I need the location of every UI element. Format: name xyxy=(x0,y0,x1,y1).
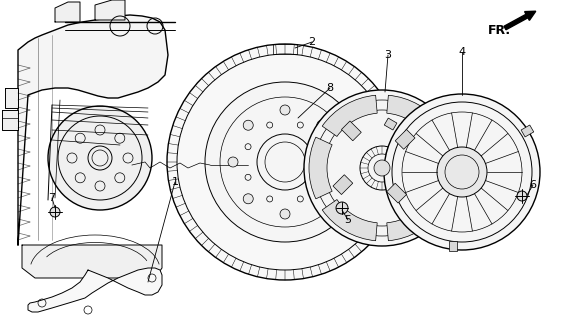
Polygon shape xyxy=(22,245,162,278)
Circle shape xyxy=(317,194,327,204)
Bar xyxy=(521,125,534,137)
Text: 6: 6 xyxy=(530,180,536,190)
Polygon shape xyxy=(55,2,80,22)
Bar xyxy=(333,175,353,195)
Bar xyxy=(384,118,397,130)
Wedge shape xyxy=(432,137,455,199)
Polygon shape xyxy=(28,268,162,312)
Circle shape xyxy=(317,120,327,130)
Wedge shape xyxy=(309,137,332,199)
Wedge shape xyxy=(322,200,377,241)
FancyArrow shape xyxy=(504,11,536,30)
Wedge shape xyxy=(387,200,442,241)
Circle shape xyxy=(280,105,290,115)
Bar xyxy=(387,183,407,203)
Circle shape xyxy=(437,147,487,197)
Text: 2: 2 xyxy=(309,37,316,47)
Polygon shape xyxy=(18,15,168,245)
Circle shape xyxy=(205,82,365,242)
Circle shape xyxy=(336,202,348,214)
Text: 7: 7 xyxy=(49,193,56,203)
Circle shape xyxy=(517,191,527,201)
Circle shape xyxy=(48,106,152,210)
Circle shape xyxy=(243,120,253,130)
Circle shape xyxy=(243,194,253,204)
Polygon shape xyxy=(2,110,18,130)
Wedge shape xyxy=(322,95,377,136)
Circle shape xyxy=(374,160,390,176)
Circle shape xyxy=(332,157,342,167)
Wedge shape xyxy=(387,95,442,136)
Circle shape xyxy=(280,209,290,219)
Text: 1: 1 xyxy=(171,177,178,187)
Bar xyxy=(395,130,415,149)
Text: 5: 5 xyxy=(345,215,351,225)
Text: 8: 8 xyxy=(327,83,333,93)
Circle shape xyxy=(167,44,403,280)
Bar xyxy=(341,121,362,141)
Circle shape xyxy=(384,94,540,250)
Text: 4: 4 xyxy=(459,47,465,57)
Bar xyxy=(449,241,457,251)
Circle shape xyxy=(304,90,460,246)
Text: 3: 3 xyxy=(385,50,391,60)
Text: FR.: FR. xyxy=(488,23,511,36)
Polygon shape xyxy=(95,0,125,20)
Circle shape xyxy=(50,207,60,217)
Circle shape xyxy=(228,157,238,167)
Polygon shape xyxy=(5,88,18,108)
